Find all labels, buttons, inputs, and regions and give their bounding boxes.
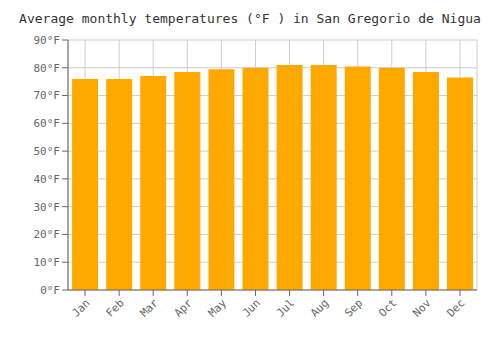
svg-text:Apr: Apr — [172, 296, 196, 320]
svg-text:May: May — [206, 296, 230, 320]
svg-text:Aug: Aug — [308, 296, 331, 319]
svg-text:80°F: 80°F — [34, 62, 61, 75]
svg-text:20°F: 20°F — [34, 228, 61, 241]
html-text:Average monthly temperatures (: Average monthly temperatures (°F ) in Sa… — [19, 11, 481, 26]
svg-text:0°F: 0°F — [40, 284, 60, 297]
svg-text:Nov: Nov — [410, 296, 434, 320]
svg-text:Dec: Dec — [444, 296, 467, 319]
svg-text:Jun: Jun — [240, 296, 263, 319]
svg-text:Jan: Jan — [69, 296, 92, 319]
svg-text:70°F: 70°F — [34, 89, 61, 102]
svg-text:40°F: 40°F — [34, 173, 61, 186]
svg-text:Oct: Oct — [376, 296, 399, 319]
svg-text:10°F: 10°F — [34, 256, 61, 269]
svg-text:Mar: Mar — [138, 296, 162, 320]
svg-text:60°F: 60°F — [34, 117, 61, 130]
svg-text:30°F: 30°F — [34, 201, 61, 214]
svg-text:Sep: Sep — [342, 296, 365, 319]
svg-text:50°F: 50°F — [34, 145, 61, 158]
svg-text:90°F: 90°F — [34, 34, 61, 47]
svg-text:Jul: Jul — [274, 296, 297, 319]
svg-text:Feb: Feb — [104, 296, 127, 319]
